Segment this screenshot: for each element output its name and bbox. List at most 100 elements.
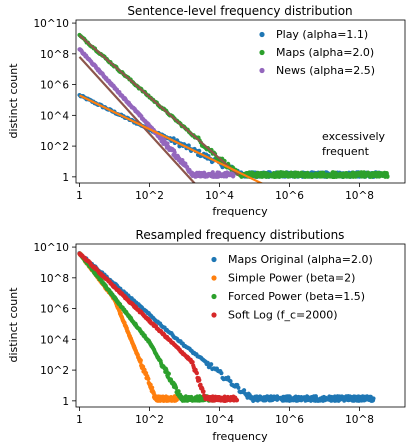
data-point [306,395,311,400]
data-point [320,398,326,403]
data-point [234,398,239,403]
data-point [312,172,318,177]
legend-marker [259,31,265,38]
legend-marker [211,275,217,281]
data-point [363,172,369,178]
x-axis-label: frequency [212,205,268,218]
data-point [279,397,284,402]
data-point [299,170,304,175]
data-point [305,170,310,175]
series-2 [77,32,390,179]
data-point [228,378,233,384]
data-point [340,174,346,179]
data-point [231,174,236,179]
legend-marker [211,256,217,263]
series-3 [77,47,236,179]
legend-marker [211,312,217,318]
data-point [214,171,220,177]
data-point [269,172,274,177]
y-tick-label: 10^4 [40,110,69,122]
data-point [377,174,382,179]
data-point [209,362,214,367]
data-point [241,388,247,393]
data-point [236,385,241,390]
series-4 [77,251,240,403]
data-point [176,389,181,394]
data-point [216,395,221,400]
x-tick-label: 10^4 [205,190,234,202]
legend-label: Play (alpha=1.1) [276,28,368,41]
data-point [330,395,336,401]
y-tick-label: 10^8 [40,273,69,285]
legend-label: Simple Power (beta=2) [228,272,355,285]
data-point [309,397,315,403]
y-tick-label: 10^6 [40,304,69,316]
legend-label: Soft Log (f_c=2000) [228,309,338,322]
axes-frame [75,19,406,184]
y-tick-label: 10^2 [40,141,69,153]
data-point [185,395,191,401]
x-axis: 1 10^2 10^4 10^6 10^8 [76,183,374,202]
chart-resampled: Resampled frequency distributions 1 10^2 1… [7,228,406,443]
legend-marker [259,49,265,56]
y-axis-label: distinct count [7,63,20,139]
data-point [366,395,371,400]
legend: Play (alpha=1.1) Maps (alpha=2.0) News (al… [259,28,375,77]
data-point [295,170,301,175]
data-point [138,358,143,363]
legend-label: Forced Power (beta=1.5) [228,290,365,303]
legend: Maps Original (alpha=2.0) Simple Power (b… [211,253,373,322]
y-tick-label: 10^2 [40,365,69,377]
x-tick-label: 10^8 [345,414,374,426]
y-axis: 1 10^2 10^4 10^6 10^8 10^10 [33,18,76,184]
data-point [189,396,194,401]
data-point [198,172,203,177]
data-point [165,141,170,146]
data-point [333,170,338,175]
plot-area [77,32,390,183]
y-axis: 1 10^2 10^4 10^6 10^8 10^10 [33,242,76,408]
data-point [194,398,199,403]
legend-label: News (alpha=2.5) [276,64,375,77]
annotation-line-1: excessively [322,130,386,143]
x-tick-label: 1 [76,190,83,202]
legend-label: Maps (alpha=2.0) [276,46,374,59]
data-point [190,360,195,365]
data-point [201,389,206,394]
data-point [254,394,259,399]
axes-frame [75,243,406,408]
data-point [307,173,313,178]
data-point [150,385,155,390]
data-point [275,174,280,179]
data-point [156,397,162,403]
x-tick-label: 1 [76,414,83,426]
data-point [164,395,169,401]
data-point [355,172,361,178]
data-point [275,394,280,399]
y-tick-label: 10^10 [33,18,69,30]
y-tick-label: 1 [62,396,69,408]
plot-area [77,251,376,403]
data-point [166,371,171,376]
data-point [205,174,210,179]
data-point [283,396,288,401]
data-point [211,396,216,401]
data-point [265,394,270,399]
data-point [348,394,353,399]
data-point [222,173,227,178]
y-tick-label: 10^10 [33,242,69,254]
y-tick-label: 10^4 [40,334,69,346]
data-point [319,172,324,178]
data-point [239,174,244,179]
data-point [253,397,258,402]
data-point [146,376,151,382]
legend-marker [211,293,217,300]
data-point [336,396,341,401]
data-point [172,150,177,155]
x-axis: 1 10^2 10^4 10^6 10^8 [76,407,374,426]
data-point [198,396,203,401]
data-point [325,174,330,179]
fit-line-2 [78,56,196,183]
